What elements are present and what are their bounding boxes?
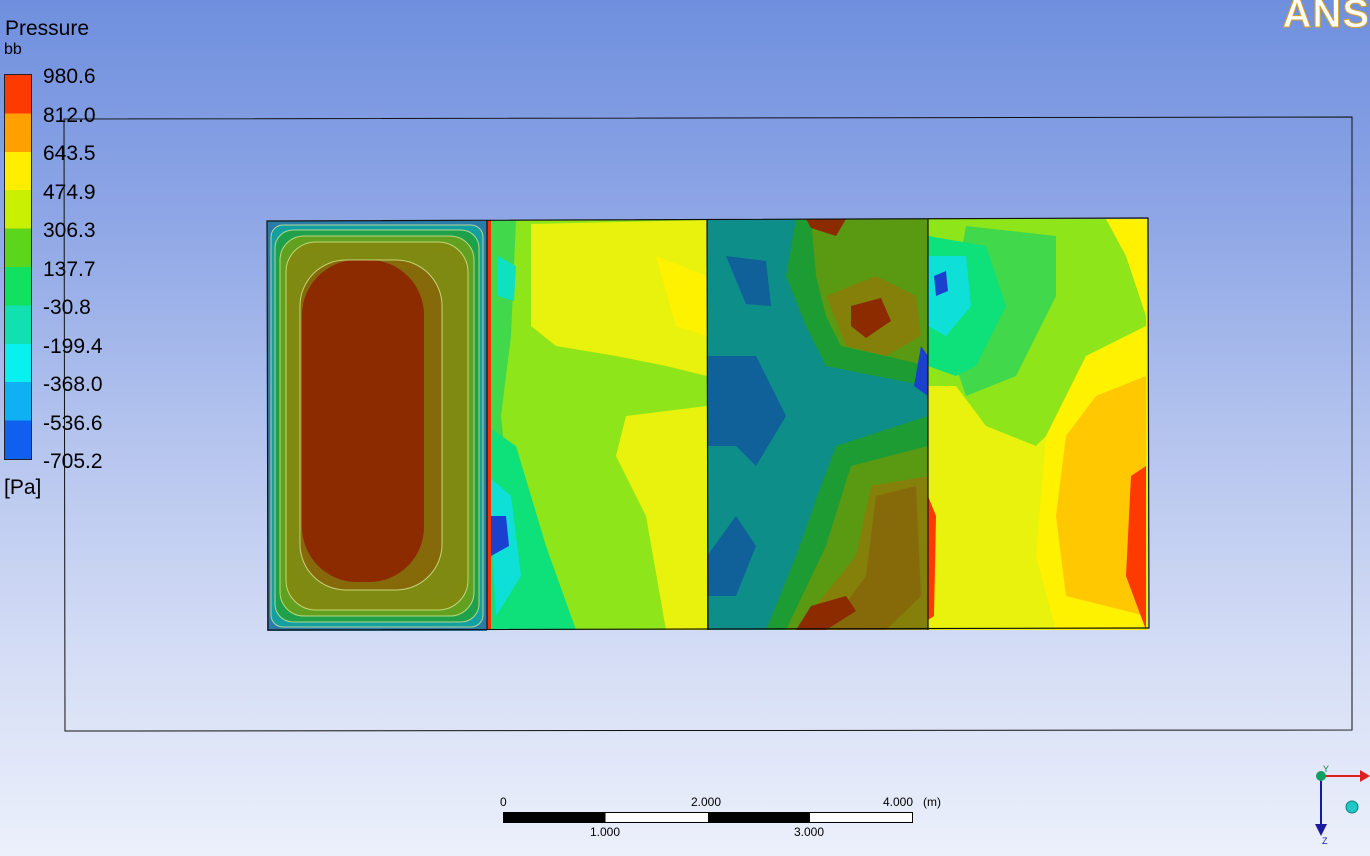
axis-y-label: Y: [1323, 764, 1329, 774]
scale-unit: (m): [923, 795, 941, 809]
scale-label: 3.000: [794, 825, 825, 839]
legend-unit: [Pa]: [4, 476, 42, 499]
legend-label: 306.3: [43, 219, 96, 242]
legend-label: -536.6: [43, 412, 103, 435]
legend-label: 474.9: [43, 181, 96, 204]
contour-panel-1: [267, 221, 487, 631]
axis-z-label: Z: [1322, 836, 1328, 845]
legend-label: 980.6: [43, 65, 96, 88]
contour-panel-3: [707, 219, 928, 630]
scale-bar: 0 2.000 4.000 (m) 1.000 3.000: [495, 790, 955, 840]
scale-label: 0: [500, 795, 507, 809]
color-bar: [4, 74, 32, 460]
scale-label: 4.000: [883, 795, 914, 809]
legend-label: 812.0: [43, 104, 96, 127]
contour-panel-4: [928, 219, 1148, 630]
contour-panel-2: [487, 220, 707, 630]
panel-borders: [266, 217, 1150, 631]
scale-label: 1.000: [590, 825, 621, 839]
pressure-contour-plot[interactable]: [266, 216, 1151, 632]
legend-label: 137.7: [43, 258, 96, 281]
domain-outline: [63, 116, 1353, 732]
legend-label: -30.8: [43, 296, 91, 319]
scale-bar-graphic: [503, 812, 913, 823]
ansys-logo: ANS: [1282, 0, 1370, 37]
legend-label: 643.5: [43, 142, 96, 165]
legend-label: -199.4: [43, 335, 103, 358]
scale-label: 2.000: [691, 795, 722, 809]
legend-label: -368.0: [43, 373, 103, 396]
legend-title: Pressure: [5, 17, 90, 40]
axis-triad[interactable]: Y Z: [1300, 760, 1370, 845]
legend-label: -705.2: [43, 450, 103, 473]
legend-subtitle: bb: [4, 41, 22, 58]
